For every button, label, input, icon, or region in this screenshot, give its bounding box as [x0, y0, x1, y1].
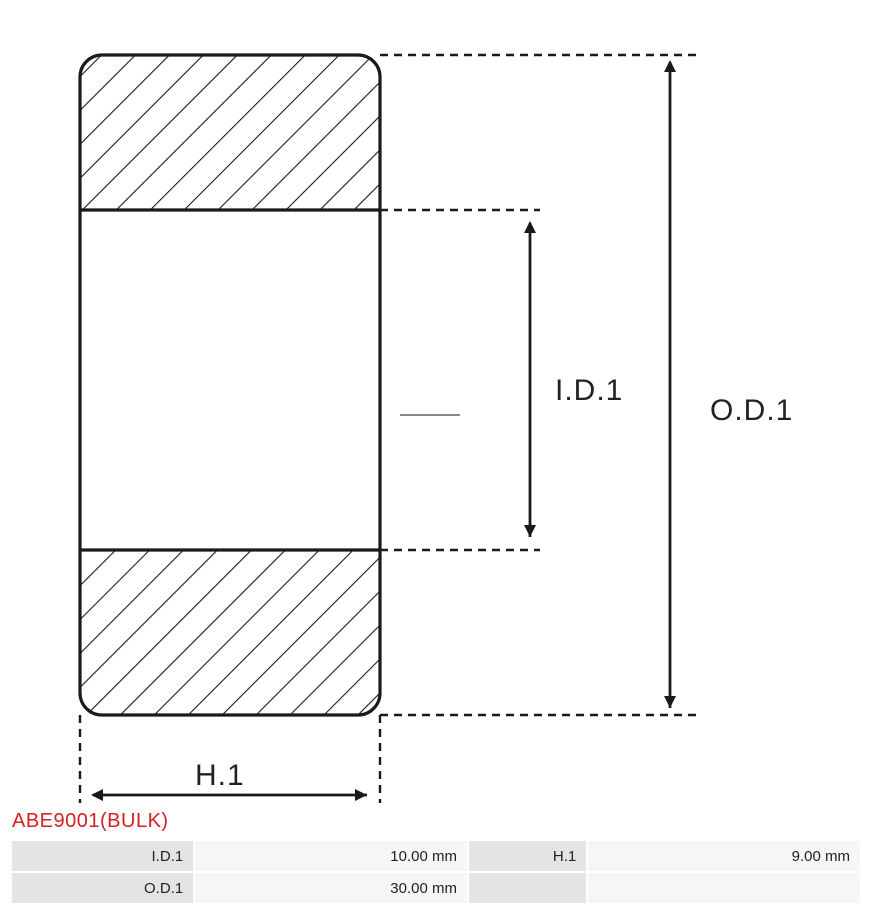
hatch-top — [80, 55, 380, 210]
spec-value — [588, 873, 860, 903]
spec-value: 10.00 mm — [195, 841, 467, 871]
part-number-title: ABE9001(BULK) — [12, 810, 861, 833]
id-label: I.D.1 — [555, 374, 623, 407]
h-label: H.1 — [195, 759, 245, 792]
spec-label: O.D.1 — [12, 873, 193, 903]
spec-table: I.D.1 10.00 mm H.1 9.00 mm O.D.1 30.00 m… — [10, 839, 862, 905]
hatch-bottom — [80, 550, 380, 715]
bushing-section-svg: O.D.1 I.D.1 H.1 — [10, 10, 860, 810]
technical-diagram: O.D.1 I.D.1 H.1 — [10, 10, 860, 810]
spec-value: 9.00 mm — [588, 841, 860, 871]
table-row: I.D.1 10.00 mm H.1 9.00 mm — [12, 841, 860, 871]
od-label: O.D.1 — [710, 394, 793, 427]
spec-label — [469, 873, 586, 903]
table-row: O.D.1 30.00 mm — [12, 873, 860, 903]
spec-label: H.1 — [469, 841, 586, 871]
spec-label: I.D.1 — [12, 841, 193, 871]
spec-value: 30.00 mm — [195, 873, 467, 903]
